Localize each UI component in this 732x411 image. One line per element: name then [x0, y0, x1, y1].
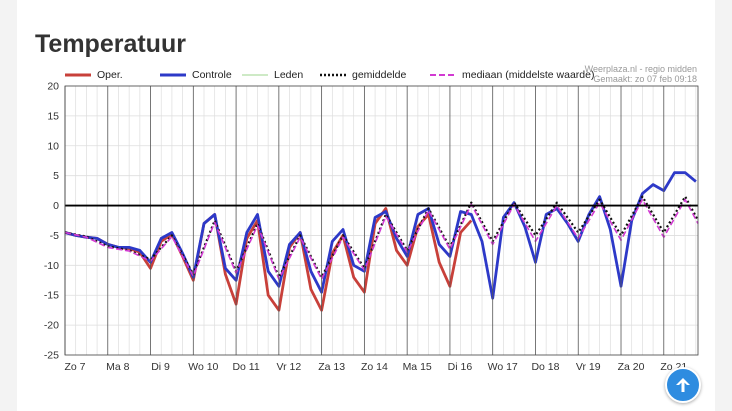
y-tick-label: 10: [47, 140, 59, 152]
page-title: Temperatuur: [35, 30, 186, 58]
x-tick-label: Vr 19: [576, 361, 601, 373]
x-tick-label: Vr 12: [276, 361, 301, 373]
legend-label-controle: Controle: [192, 69, 232, 81]
legend-label-oper: Oper.: [97, 69, 123, 81]
x-tick-label: Ma 15: [403, 361, 432, 373]
y-tick-label: 0: [53, 200, 59, 212]
y-tick-label: -10: [44, 260, 59, 272]
legend-label-leden: Leden: [274, 69, 303, 81]
plot-area: [65, 86, 698, 355]
series-line-gem: [64, 195, 699, 279]
x-tick-label: Do 18: [531, 361, 559, 373]
legend-label-med: mediaan (middelste waarde): [462, 69, 594, 81]
x-tick-label: Do 11: [232, 361, 259, 373]
plot-border: [64, 85, 699, 356]
y-tick-label: -5: [50, 230, 59, 242]
x-tick-label: Zo 7: [64, 361, 85, 373]
series-line-controle: [64, 171, 697, 300]
x-tick-label: Di 9: [151, 361, 170, 373]
arrow-up-icon: [676, 378, 690, 392]
y-tick-label: 20: [47, 81, 59, 93]
chart-grid: [65, 85, 698, 356]
x-tick-label: Ma 8: [106, 361, 130, 373]
x-tick-label: Za 13: [318, 361, 345, 373]
y-tick-label: -15: [44, 290, 59, 302]
y-tick-label: 15: [47, 110, 59, 122]
legend-label-gem: gemiddelde: [352, 69, 406, 81]
y-tick-label: -20: [44, 320, 59, 332]
x-tick-label: Za 20: [618, 361, 645, 373]
source-label: Weerplaza.nl - regio midden: [585, 64, 697, 74]
x-tick-label: Zo 14: [361, 361, 388, 373]
x-tick-label: Wo 10: [188, 361, 218, 373]
temperature-chart: 20 15 10 5 0 -5 -10 -15 -20 -25 Zo 7 Ma 8 Di 9 Wo 10 D…: [44, 64, 699, 373]
x-tick-label: Di 16: [448, 361, 473, 373]
y-tick-label: 5: [53, 170, 59, 182]
made-label: Gemaakt: zo 07 feb 09:18: [593, 74, 697, 84]
x-tick-label: Wo 17: [488, 361, 518, 373]
y-tick-label: -25: [44, 350, 59, 362]
chart-legend: Oper. Controle Leden gemiddelde mediaan (mid…: [65, 69, 594, 81]
chart-card: Temperatuur 20 15 10 5 0 -5 -10 -15 -20 -25 Zo 7 Ma…: [17, 0, 715, 411]
scroll-to-top-button[interactable]: [665, 367, 701, 403]
chart-series: [64, 171, 699, 312]
